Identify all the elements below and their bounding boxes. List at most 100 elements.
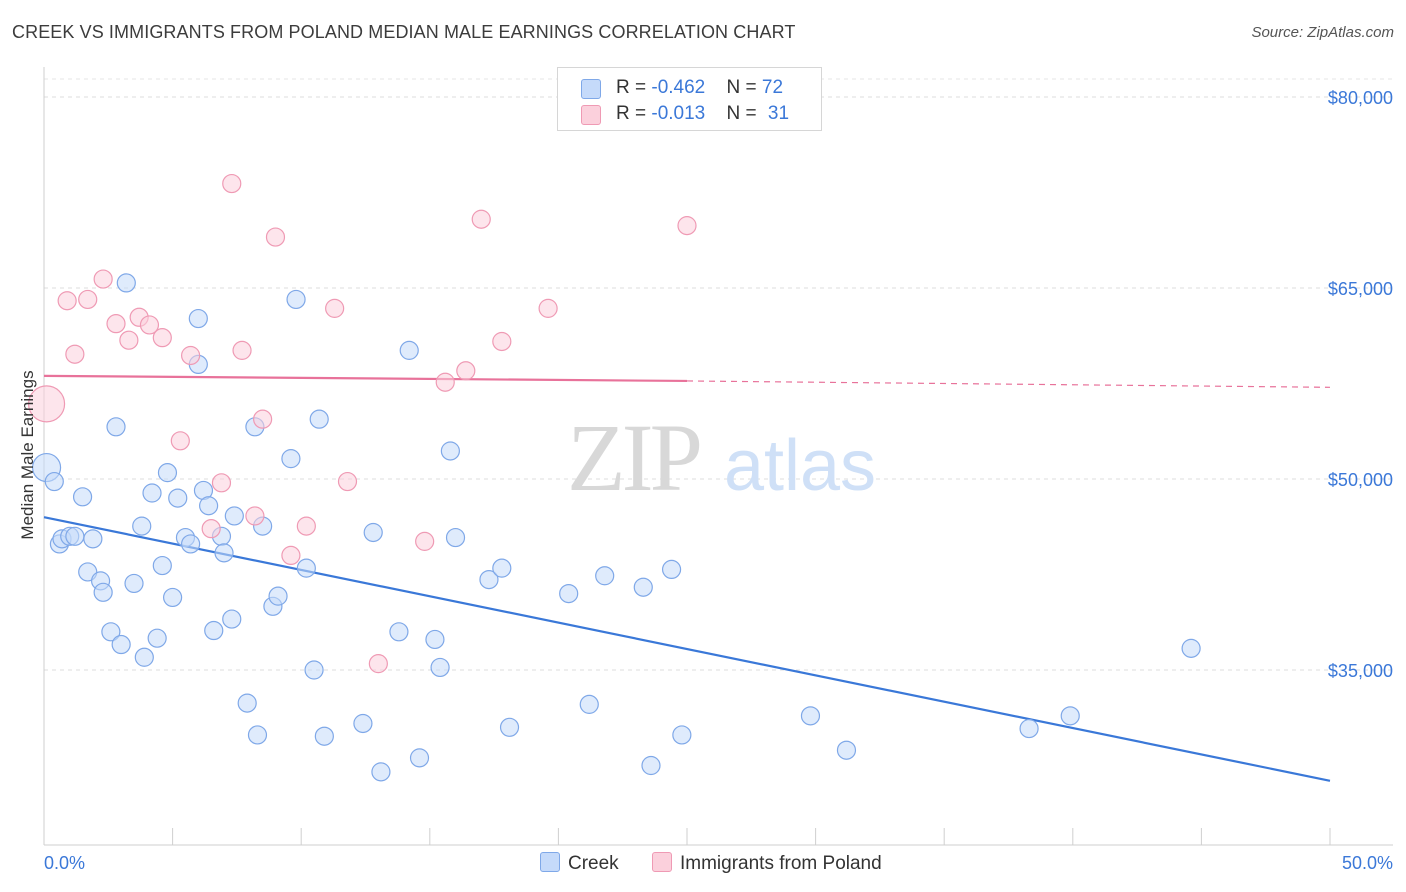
legend-n-value: 72 — [761, 77, 784, 98]
chart-title: CREEK VS IMMIGRANTS FROM POLAND MEDIAN M… — [12, 22, 796, 42]
poland-point — [27, 385, 66, 423]
y-tick-label: $80,000 — [1328, 88, 1393, 108]
bottom-legend-creek: Creek — [540, 852, 619, 875]
legend-n-label: N = — [726, 103, 762, 124]
poland-legend-swatch — [652, 852, 672, 872]
creek-point — [188, 308, 208, 329]
poland-point — [471, 209, 491, 229]
creek-swatch — [581, 79, 601, 99]
creek-point — [559, 583, 579, 604]
creek-point — [286, 289, 306, 310]
creek-point — [132, 516, 152, 536]
legend-r-value: -0.462 — [651, 77, 706, 98]
poland-point — [492, 331, 512, 352]
legend-r-label: R = — [616, 103, 652, 124]
poland-point — [435, 372, 455, 392]
poland-point — [170, 431, 190, 451]
creek-point — [440, 441, 460, 461]
creek-point — [224, 506, 244, 526]
creek-point — [163, 587, 183, 608]
trend-lines — [43, 374, 1331, 782]
poland-point — [296, 516, 316, 536]
creek-point — [93, 582, 113, 602]
creek-point — [641, 755, 661, 776]
creek-point — [214, 543, 234, 563]
creek-point — [134, 647, 154, 667]
creek-point — [800, 706, 821, 726]
creek-point — [661, 559, 682, 580]
creek-point — [204, 620, 224, 641]
creek-point — [314, 726, 334, 746]
poland-legend-label: Immigrants from Poland — [680, 853, 882, 874]
creek-point — [445, 527, 466, 548]
x-tick-label-right: 50.0% — [1342, 853, 1393, 873]
legend-row-poland: R = -0.013 N = 31 — [581, 103, 790, 125]
y-tick-label: $65,000 — [1328, 279, 1393, 299]
creek-point — [152, 555, 172, 576]
creek-point — [492, 558, 512, 578]
legend-n-value: 31 — [767, 103, 790, 124]
poland-point — [181, 345, 201, 366]
creek-point — [181, 534, 201, 554]
y-tick-label: $35,000 — [1328, 661, 1393, 681]
creek-point — [304, 660, 324, 680]
bottom-legend-poland: Immigrants from Poland — [652, 852, 882, 875]
creek-point — [430, 657, 450, 678]
poland-point — [456, 361, 476, 381]
axes — [43, 67, 1393, 846]
legend-r-label: R = — [616, 77, 652, 98]
poland-point — [78, 289, 98, 310]
poland-point — [211, 473, 232, 493]
poland-point — [65, 344, 85, 364]
creek-point — [222, 609, 242, 629]
creek-point — [353, 713, 373, 734]
poland-point — [253, 409, 273, 429]
poland-point — [265, 227, 286, 247]
creek-point — [579, 694, 599, 714]
creek-point — [595, 566, 615, 586]
poland-trend-extension — [686, 380, 1331, 388]
creek-point — [499, 717, 520, 737]
poland-point — [677, 216, 697, 236]
creek-point — [425, 629, 445, 650]
creek-point — [363, 522, 383, 543]
legend-r-value: -0.013 — [651, 103, 706, 124]
poland-point — [139, 315, 160, 335]
creek-legend-label: Creek — [568, 853, 619, 874]
creek-point — [83, 529, 103, 549]
creek-point — [1019, 718, 1039, 739]
creek-point — [44, 471, 64, 492]
poland-point — [93, 269, 113, 289]
y-axis-label: Median Male Earnings — [18, 370, 37, 539]
watermark-atlas: atlas — [724, 426, 876, 506]
legend-n-label: N = — [726, 77, 762, 98]
creek-point — [111, 634, 131, 655]
creek-point — [296, 558, 316, 578]
grid-lines — [44, 78, 1393, 671]
creek-point — [72, 487, 93, 507]
creek-point — [672, 725, 692, 745]
creek-point — [168, 488, 188, 508]
creek-point — [1060, 706, 1080, 726]
creek-point — [199, 496, 219, 516]
creek-trend-line — [43, 516, 1331, 782]
creek-point — [65, 526, 85, 546]
poland-point — [368, 654, 388, 674]
creek-point — [268, 586, 288, 606]
creek-point — [157, 463, 178, 483]
poland-point — [337, 471, 358, 492]
poland-point — [415, 531, 435, 551]
creek-point — [116, 273, 136, 293]
poland-point — [222, 173, 242, 194]
y-tick-label: $50,000 — [1328, 470, 1393, 490]
poland-point — [538, 298, 558, 318]
creek-point — [124, 573, 144, 594]
correlation-legend: R = -0.462 N = 72 R = -0.013 N = 31 — [557, 67, 822, 131]
data-points — [27, 173, 1201, 782]
creek-point — [1181, 638, 1201, 658]
poland-point — [245, 506, 265, 526]
poland-point — [106, 314, 126, 334]
creek-legend-swatch — [540, 852, 560, 872]
creek-point — [371, 762, 391, 782]
